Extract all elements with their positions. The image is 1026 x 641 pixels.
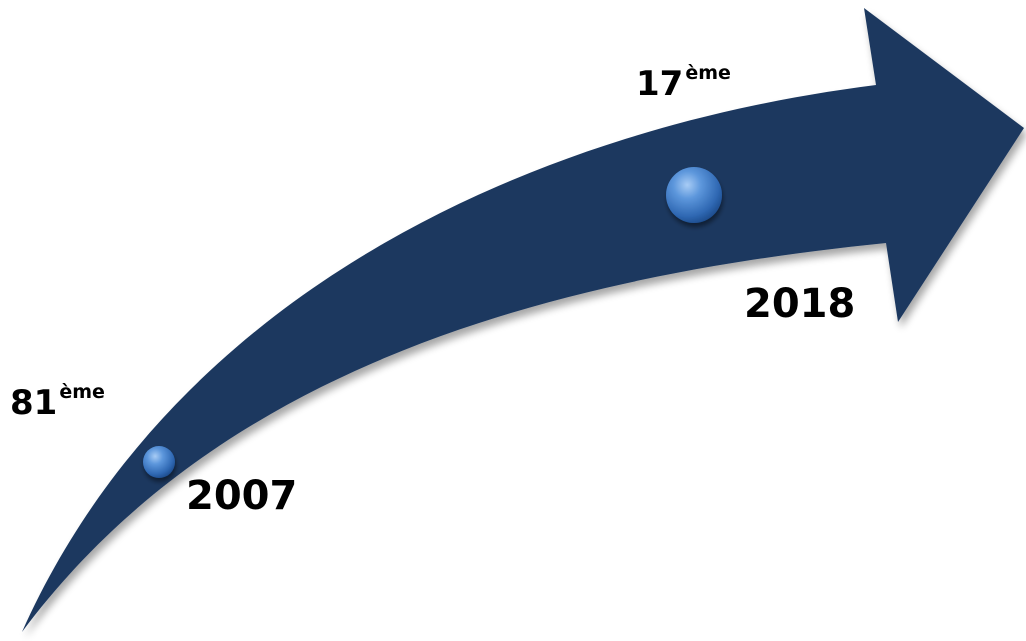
year-label-2018: 2018 — [744, 284, 855, 324]
year-label-2007: 2007 — [186, 476, 297, 516]
rank-label-2018: 17 ème — [636, 64, 731, 101]
rank-suffix: ème — [685, 62, 731, 84]
rank-suffix: ème — [59, 381, 105, 403]
rank-number: 17 — [636, 64, 683, 104]
milestone-marker-2018 — [666, 167, 722, 223]
curved-arrow — [22, 8, 1024, 632]
milestone-marker-2007 — [143, 446, 175, 478]
rank-label-2007: 81 ème — [10, 383, 105, 420]
rank-number: 81 — [10, 383, 57, 423]
